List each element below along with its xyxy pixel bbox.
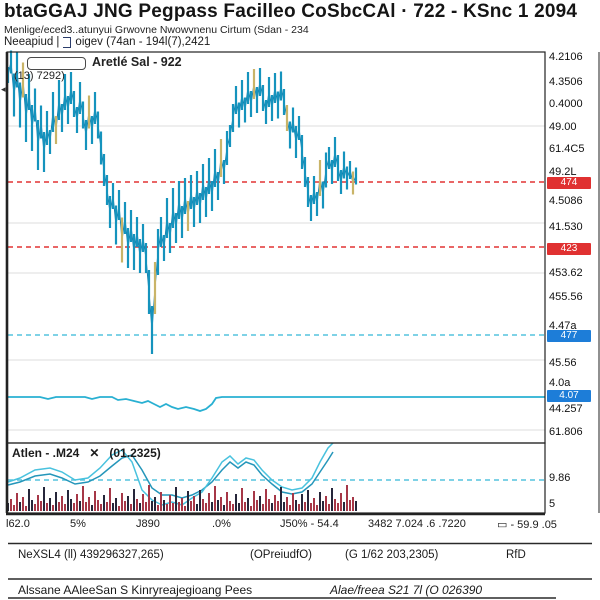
x-axis-label: l62.0 [6,518,30,530]
close-icon[interactable]: ✕ [89,446,100,460]
y-axis-label: 4.2106 [549,51,583,63]
indicator-line-fast [7,442,334,506]
header-link-left[interactable]: Neeapiud | [4,36,60,48]
indicator-line-slow [7,451,334,499]
left-edge-marker-icon[interactable]: ◂ [1,84,6,94]
y-axis-label: 5 [549,498,556,510]
x-axis-label: J890 [136,518,160,530]
price-badge: 423 [547,243,591,255]
bracket-icon [63,36,72,48]
header-link-right[interactable]: oigev (74an - 194l(7),2421 [75,36,211,48]
series-legend-value: (13) 7292) [14,70,65,82]
y-axis-label: 61.806 [549,426,583,438]
footer-period-info: (OPreiudfO) [250,549,312,561]
y-axis-label: 453.62 [549,267,583,279]
y-axis-label: 4.47a [549,320,577,332]
y-axis-label: 4.5086 [549,195,583,207]
y-axis-label: 49.00 [549,121,577,133]
y-axis-label: 0.4000 [549,98,583,110]
price-badge: 477 [547,330,591,342]
price-badge: 4.07 [547,390,591,402]
x-axis-label: .0% [212,518,231,530]
y-axis-label: 44.257 [549,403,583,415]
series-legend-label[interactable]: Aretlé Sal - 922 [92,55,182,69]
header-links: Neeapiud | oigev (74an - 194l(7),2421 [4,36,210,48]
page-title: btaGGAJ JNG Pegpass Facilleo CoSbcCAl · … [4,1,578,22]
overlay-indicator-line [8,396,545,412]
indicator-value: (01.2325) [109,446,161,460]
y-axis-label: 41.530 [549,221,583,233]
y-axis-label: 4.0a [549,377,571,389]
legend-swatch-box[interactable] [27,57,86,70]
y-axis-label: 45.56 [549,357,577,369]
price-line [7,61,357,331]
x-axis-label: 3482 7.024 .6 .7220 [368,518,466,530]
x-axis-label: ▭ - 59.9 .05 [497,519,557,531]
y-axis-label: 455.56 [549,291,583,303]
footer-right-tag: RfD [506,549,526,561]
footer-symbol-info: NeXSL4 (ll) 439296327,265) [18,549,164,561]
x-axis-label: 5% [70,518,86,530]
footer-source-note: Alae/freea S21 7l (O 026390 [330,583,483,597]
indicator-panel-header: Atlen - .M24 ✕ (01.2325) [12,446,161,460]
y-axis-label: 61.4C5 [549,143,585,155]
y-axis-label: 49.2L [549,166,577,178]
footer-company-name: Alssane AAleeSan S Kinryreajegioang Pees [18,583,253,597]
price-badge: 474 [547,177,591,189]
y-axis-label: 9.86 [549,472,571,484]
indicator-label[interactable]: Atlen - .M24 [12,446,80,460]
y-axis-label: 4.3506 [549,76,583,88]
main-pane-border [6,51,546,444]
page-subtitle: Menlige/eced3..atunyui Grwovne Nwowvnenu… [4,24,309,36]
x-axis-label: J50% - 54.4 [280,518,339,530]
footer-volume-info: (G 1/62 203,2305) [345,549,439,561]
